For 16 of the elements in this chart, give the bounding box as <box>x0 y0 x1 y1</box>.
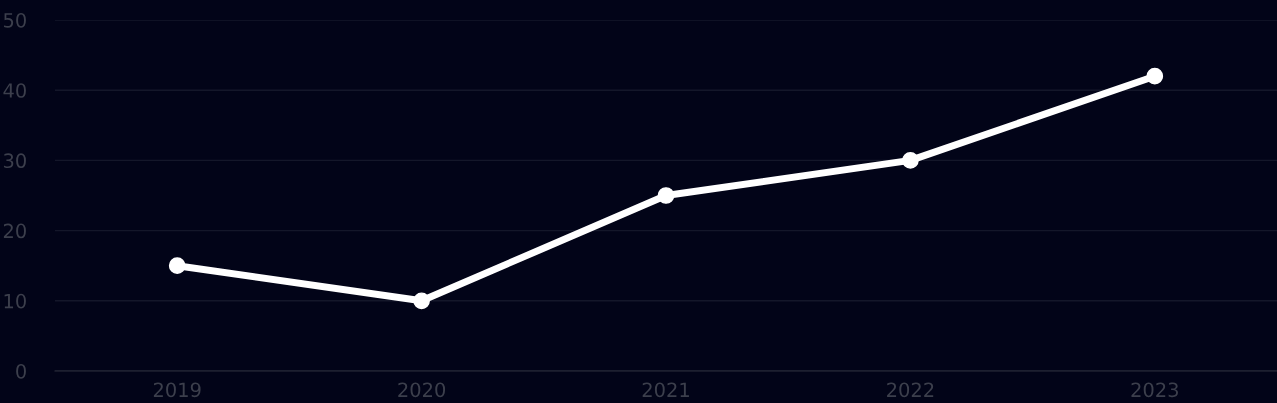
y-tick-label: 20 <box>3 223 26 239</box>
x-tick-label: 2019 <box>153 382 201 398</box>
point <box>1146 67 1164 85</box>
y-tick-label: 0 <box>16 363 26 379</box>
point <box>413 292 430 310</box>
y-tick-label: 30 <box>3 153 26 169</box>
point <box>902 152 919 169</box>
y-tick-label: 10 <box>4 293 26 309</box>
x-tick-label: 2022 <box>887 382 934 398</box>
y-tick-label: 50 <box>3 12 26 28</box>
y-tick-label: 40 <box>3 83 26 98</box>
x-tick-label: 2023 <box>1131 382 1178 398</box>
x-tick-label: 2020 <box>398 382 446 398</box>
x-tick-label: 2021 <box>642 382 689 398</box>
point <box>657 187 675 204</box>
point <box>168 257 186 275</box>
